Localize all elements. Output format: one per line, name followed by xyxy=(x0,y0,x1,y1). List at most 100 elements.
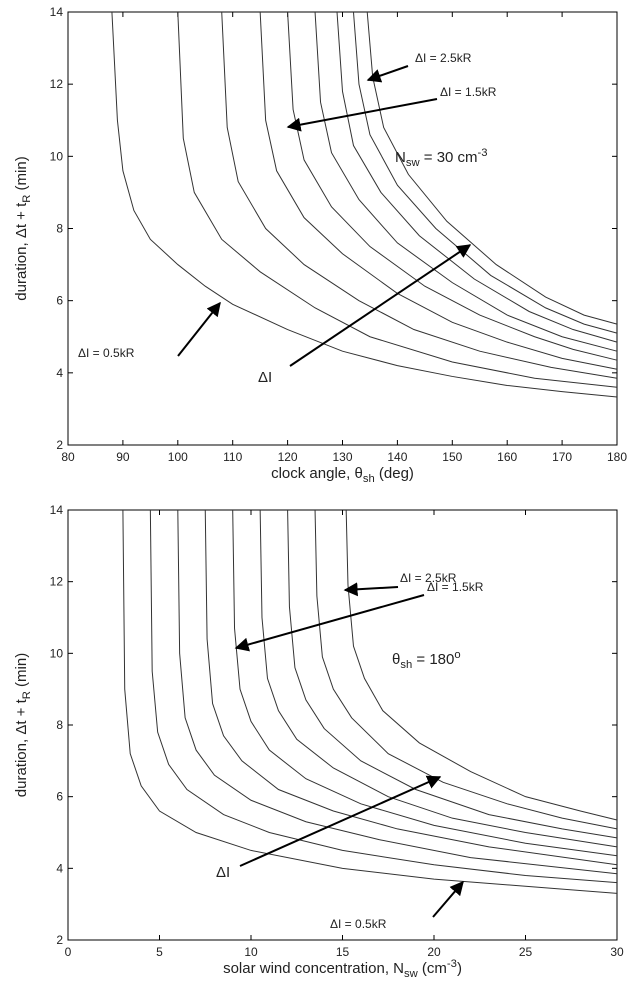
curve xyxy=(221,11,618,379)
y-tick-label: 6 xyxy=(56,790,63,804)
x-tick-label: 30 xyxy=(610,945,624,959)
arrow xyxy=(286,98,438,132)
subscript: R xyxy=(21,195,33,203)
y-tick-label: 14 xyxy=(50,5,64,19)
y-axis-label: duration, Δt + tR (min) xyxy=(13,156,33,300)
curve xyxy=(287,509,618,839)
annotation: ΔI = 2.5kR xyxy=(415,51,472,65)
curve xyxy=(122,509,618,894)
curve xyxy=(336,11,618,343)
text-segment: ΔI xyxy=(258,369,272,386)
annotation: ΔI xyxy=(258,369,272,386)
x-tick-label: 170 xyxy=(552,450,572,464)
x-tick-label: 15 xyxy=(336,945,350,959)
annotation: ΔI = 0.5kR xyxy=(78,346,135,360)
arrow xyxy=(432,880,464,918)
curve xyxy=(232,509,618,857)
superscript: o xyxy=(454,649,460,661)
y-tick-label: 8 xyxy=(56,222,63,236)
text-segment: clock angle, θ xyxy=(271,465,363,482)
text-segment: (min) xyxy=(13,653,30,691)
x-tick-label: 20 xyxy=(427,945,441,959)
arrow xyxy=(343,582,399,597)
plot-frame xyxy=(67,11,618,446)
y-tick-label: 4 xyxy=(56,366,63,380)
curve xyxy=(149,509,618,884)
text-segment: duration, Δt + t xyxy=(13,698,30,797)
x-axis-label: clock angle, θsh (deg) xyxy=(271,465,414,485)
x-axis-label: solar wind concentration, Nsw (cm-3) xyxy=(223,958,462,980)
arrow xyxy=(177,301,221,357)
annotation: ΔI = 0.5kR xyxy=(330,917,387,931)
annotation: Nsw = 30 cm-3 xyxy=(395,147,488,169)
x-tick-label: 0 xyxy=(65,945,72,959)
x-tick-label: 110 xyxy=(223,450,242,464)
superscript: -3 xyxy=(447,958,457,970)
y-tick-label: 2 xyxy=(56,933,63,947)
text-segment: ΔI = 2.5kR xyxy=(415,51,472,65)
x-tick-label: 130 xyxy=(332,450,352,464)
text-segment: N xyxy=(395,149,406,166)
curve xyxy=(287,11,618,361)
x-tick-label: 90 xyxy=(116,450,130,464)
curve xyxy=(259,11,618,370)
arrow xyxy=(366,65,409,83)
text-segment: ΔI = 0.5kR xyxy=(78,346,135,360)
y-tick-label: 6 xyxy=(56,294,63,308)
y-tick-label: 8 xyxy=(56,718,63,732)
curve xyxy=(177,11,618,388)
curve xyxy=(352,11,618,334)
subscript: sh xyxy=(363,473,375,485)
curve xyxy=(111,11,618,398)
curve xyxy=(345,509,618,821)
text-segment: ΔI = 1.5kR xyxy=(427,580,484,594)
annotation: ΔI = 1.5kR xyxy=(427,580,484,594)
superscript: -3 xyxy=(478,147,488,159)
text-segment: ΔI = 2.5kR xyxy=(400,571,457,585)
y-axis-label: duration, Δt + tR (min) xyxy=(13,653,33,797)
annotation: ΔI = 1.5kR xyxy=(440,85,497,99)
text-segment: duration, Δt + t xyxy=(13,202,30,301)
y-tick-label: 14 xyxy=(50,503,64,517)
x-tick-label: 140 xyxy=(387,450,407,464)
curve xyxy=(177,509,618,875)
plot-frame xyxy=(67,509,618,941)
text-segment: ΔI = 0.5kR xyxy=(330,917,387,931)
y-tick-label: 12 xyxy=(50,77,64,91)
arrow xyxy=(239,775,442,867)
y-tick-label: 10 xyxy=(50,646,64,660)
y-tick-label: 2 xyxy=(56,438,63,452)
y-tick-label: 10 xyxy=(50,149,64,163)
x-tick-label: 160 xyxy=(497,450,517,464)
text-segment: solar wind concentration, N xyxy=(223,960,404,977)
text-segment: = 180 xyxy=(412,651,454,668)
subscript: R xyxy=(21,691,33,699)
text-segment: ΔI xyxy=(216,864,230,881)
curve xyxy=(366,11,618,325)
x-tick-label: 5 xyxy=(156,945,163,959)
arrow xyxy=(234,594,425,652)
annotation: ΔI = 2.5kR xyxy=(400,571,457,585)
x-tick-label: 100 xyxy=(168,450,188,464)
curve xyxy=(259,509,618,848)
y-tick-label: 4 xyxy=(56,861,63,875)
text-segment: (min) xyxy=(13,156,30,194)
x-tick-label: 25 xyxy=(519,945,533,959)
x-tick-label: 150 xyxy=(442,450,462,464)
x-tick-label: 80 xyxy=(61,450,75,464)
subscript: sw xyxy=(404,968,419,980)
text-segment: (cm xyxy=(418,960,447,977)
x-tick-label: 180 xyxy=(607,450,627,464)
annotation: θsh = 180o xyxy=(392,649,461,671)
text-segment: = 30 cm xyxy=(420,149,478,166)
annotation: ΔI xyxy=(216,864,230,881)
text-segment: (deg) xyxy=(375,465,414,482)
curve xyxy=(314,509,618,830)
text-segment: ) xyxy=(457,960,462,977)
arrow xyxy=(289,244,472,367)
x-tick-label: 120 xyxy=(278,450,298,464)
curve xyxy=(204,509,618,866)
y-tick-label: 12 xyxy=(50,575,64,589)
subscript: sh xyxy=(400,659,412,671)
